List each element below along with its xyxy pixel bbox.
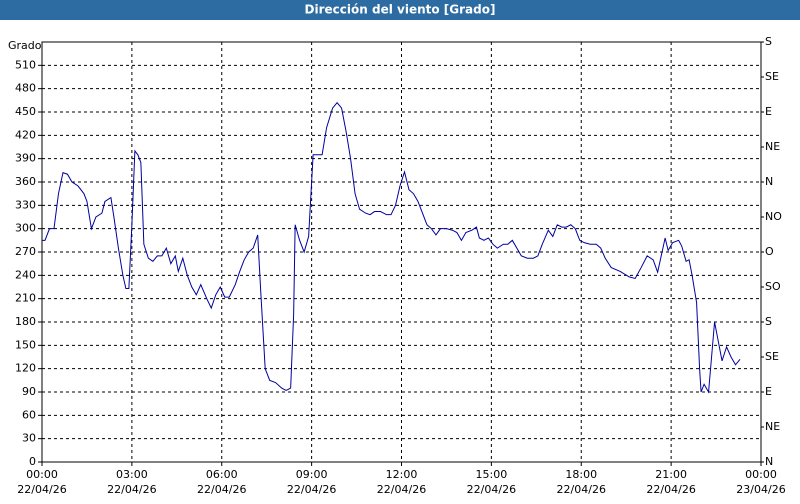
y2-tick-label: SE	[765, 70, 779, 83]
y-tick-label: 240	[15, 268, 36, 281]
y-tick-label: 180	[15, 315, 36, 328]
x-tick-date: 22/04/26	[197, 483, 246, 496]
y2-tick-label: S	[765, 315, 772, 328]
x-tick-date: 22/04/26	[107, 483, 156, 496]
y-axis-label: Grado	[8, 39, 42, 52]
x-tick-date: 22/04/26	[287, 483, 336, 496]
y-tick-label: 30	[22, 432, 36, 445]
y-tick-label: 510	[15, 58, 36, 71]
chart-title: Dirección del viento [Grado]	[305, 3, 496, 17]
y-tick-label: 360	[15, 175, 36, 188]
y-tick-label: 0	[29, 455, 36, 468]
x-tick-label: 15:00	[476, 468, 508, 481]
y-tick-label: 60	[22, 408, 36, 421]
y2-tick-label: SE	[765, 350, 779, 363]
x-tick-label: 12:00	[386, 468, 418, 481]
y-tick-label: 420	[15, 128, 36, 141]
y2-tick-label: NE	[765, 140, 780, 153]
x-tick-date: 22/04/26	[557, 483, 606, 496]
y2-tick-label: SO	[765, 280, 781, 293]
y-tick-label: 270	[15, 245, 36, 258]
y2-tick-label: NE	[765, 420, 780, 433]
title-bar	[0, 0, 800, 20]
y-tick-label: 330	[15, 198, 36, 211]
x-tick-date: 22/04/26	[467, 483, 516, 496]
y-tick-label: 300	[15, 222, 36, 235]
y-tick-label: 150	[15, 338, 36, 351]
x-tick-label: 03:00	[116, 468, 148, 481]
y2-tick-label: S	[765, 35, 772, 48]
y-tick-label: 90	[22, 385, 36, 398]
x-tick-label: 09:00	[296, 468, 328, 481]
y-tick-label: 120	[15, 362, 36, 375]
y2-tick-label: O	[765, 245, 774, 258]
x-tick-label: 00:00	[745, 468, 777, 481]
x-tick-date: 22/04/26	[646, 483, 695, 496]
y2-tick-label: E	[765, 385, 772, 398]
x-tick-date: 22/04/26	[377, 483, 426, 496]
y-tick-label: 450	[15, 105, 36, 118]
y-tick-label: 210	[15, 292, 36, 305]
y2-tick-label: N	[765, 455, 773, 468]
y-tick-label: 390	[15, 152, 36, 165]
data-line	[42, 101, 741, 394]
x-tick-date: 23/04/26	[736, 483, 785, 496]
x-tick-label: 00:00	[26, 468, 58, 481]
x-tick-date: 22/04/26	[17, 483, 66, 496]
x-tick-label: 06:00	[206, 468, 238, 481]
x-tick-label: 21:00	[655, 468, 687, 481]
y2-tick-label: E	[765, 105, 772, 118]
x-tick-label: 18:00	[565, 468, 597, 481]
y-tick-label: 480	[15, 82, 36, 95]
y2-tick-label: N	[765, 175, 773, 188]
y2-tick-label: NO	[765, 210, 782, 223]
